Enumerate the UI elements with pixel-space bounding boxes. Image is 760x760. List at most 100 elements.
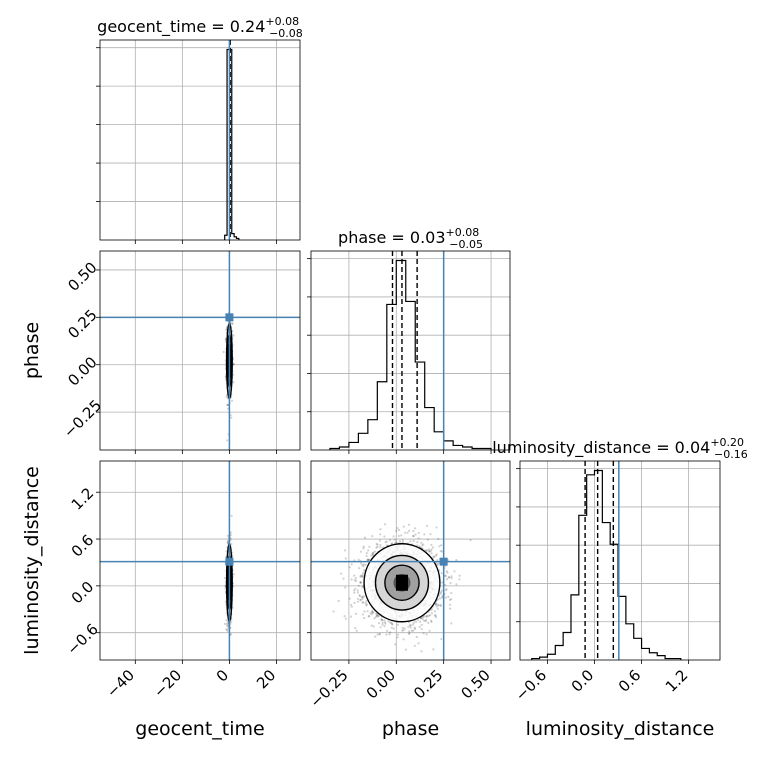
- scatter-point: [359, 581, 362, 584]
- scatter-point: [429, 549, 432, 553]
- scatter-point: [407, 625, 410, 628]
- scatter-point: [359, 598, 362, 601]
- scatter-point: [364, 602, 367, 605]
- scatter-point: [435, 554, 438, 557]
- scatter-point: [229, 531, 232, 534]
- scatter-point: [440, 637, 443, 641]
- title-upper-error: +0.08: [265, 15, 299, 28]
- scatter-point: [377, 615, 380, 618]
- scatter-point: [409, 626, 412, 629]
- scatter-point: [380, 618, 383, 622]
- scatter-point: [386, 629, 389, 633]
- x-axis-label-phase: phase: [382, 718, 439, 740]
- scatter-point: [392, 627, 395, 630]
- scatter-point: [448, 576, 451, 579]
- scatter-point: [425, 633, 428, 636]
- scatter-point: [362, 595, 365, 598]
- scatter-point: [353, 601, 356, 605]
- scatter-point: [363, 536, 366, 539]
- scatter-point: [342, 577, 345, 580]
- y-axis-label-phase: phase: [21, 322, 43, 379]
- scatter-point: [425, 614, 428, 617]
- scatter-point: [361, 597, 364, 600]
- scatter-point: [225, 629, 228, 632]
- scatter-point: [440, 550, 444, 553]
- scatter-point: [421, 618, 424, 621]
- y-tick-label: −0.6: [63, 620, 101, 658]
- scatter-point: [396, 527, 399, 530]
- scatter-point: [391, 542, 394, 545]
- scatter-point: [409, 540, 412, 543]
- scatter-point: [425, 549, 428, 552]
- scatter-point: [434, 603, 437, 606]
- panel-frame: [310, 250, 511, 451]
- scatter-point: [232, 334, 235, 337]
- scatter-point: [430, 543, 433, 547]
- scatter-point: [426, 615, 429, 618]
- scatter-point: [365, 603, 368, 606]
- scatter-point: [436, 559, 439, 562]
- scatter-point: [354, 577, 357, 580]
- scatter-point: [362, 601, 365, 604]
- scatter-point: [355, 629, 358, 632]
- scatter-points: [332, 523, 472, 653]
- scatter-point: [375, 612, 378, 615]
- scatter-point: [340, 572, 343, 575]
- scatter-point: [417, 642, 420, 645]
- y-tick-label: 0.6: [68, 531, 98, 561]
- scatter-point: [437, 604, 440, 607]
- x-tick-label: −40: [103, 666, 138, 701]
- scatter-point: [374, 615, 377, 619]
- scatter-point: [432, 555, 435, 558]
- scatter-point: [356, 591, 359, 594]
- scatter-point: [435, 605, 438, 608]
- scatter-point: [401, 540, 404, 544]
- density-peak: [395, 574, 408, 591]
- scatter-point: [440, 572, 443, 575]
- scatter-point: [223, 576, 227, 580]
- scatter-point: [225, 619, 228, 622]
- scatter-point: [372, 552, 375, 555]
- scatter-point: [420, 623, 423, 627]
- scatter-point: [226, 624, 229, 627]
- scatter-point: [230, 514, 233, 517]
- x-tick-label: 0: [213, 666, 232, 685]
- scatter-point: [441, 581, 444, 584]
- scatter-point: [384, 622, 387, 625]
- scatter-panel-luminosity_distance-vs-geocent_time: [96, 460, 301, 664]
- scatter-point: [430, 620, 433, 624]
- y-tick-label: 1.2: [68, 484, 98, 514]
- panel-frame: [99, 250, 301, 451]
- scatter-point: [383, 535, 386, 538]
- scatter-point: [370, 554, 373, 557]
- hist-panel-phase: [307, 250, 511, 454]
- scatter-point: [441, 596, 444, 599]
- scatter-point: [402, 629, 405, 632]
- scatter-point: [371, 609, 374, 612]
- scatter-point: [354, 612, 357, 615]
- scatter-point: [413, 644, 416, 647]
- scatter-point: [363, 616, 366, 620]
- scatter-point: [361, 613, 365, 616]
- scatter-point: [450, 622, 453, 625]
- title-lower-error: −0.08: [269, 27, 303, 40]
- scatter-point: [390, 621, 393, 624]
- scatter-point: [435, 526, 438, 529]
- scatter-point: [363, 610, 366, 613]
- scatter-point: [372, 611, 375, 614]
- scatter-point: [425, 549, 428, 552]
- panel-title-luminosity_distance: luminosity_distance = 0.04+0.20 −0.16: [492, 436, 748, 461]
- scatter-point: [358, 595, 362, 598]
- scatter-point: [379, 533, 382, 536]
- scatter-point: [426, 538, 429, 541]
- scatter-point: [458, 574, 461, 577]
- scatter-point: [365, 599, 368, 603]
- scatter-point: [376, 543, 379, 546]
- scatter-point: [353, 591, 356, 594]
- contour-line: [363, 543, 441, 623]
- scatter-point: [361, 601, 364, 604]
- scatter-point: [367, 558, 370, 561]
- scatter-point: [392, 535, 395, 538]
- scatter-point: [453, 570, 456, 573]
- scatter-point: [416, 541, 419, 544]
